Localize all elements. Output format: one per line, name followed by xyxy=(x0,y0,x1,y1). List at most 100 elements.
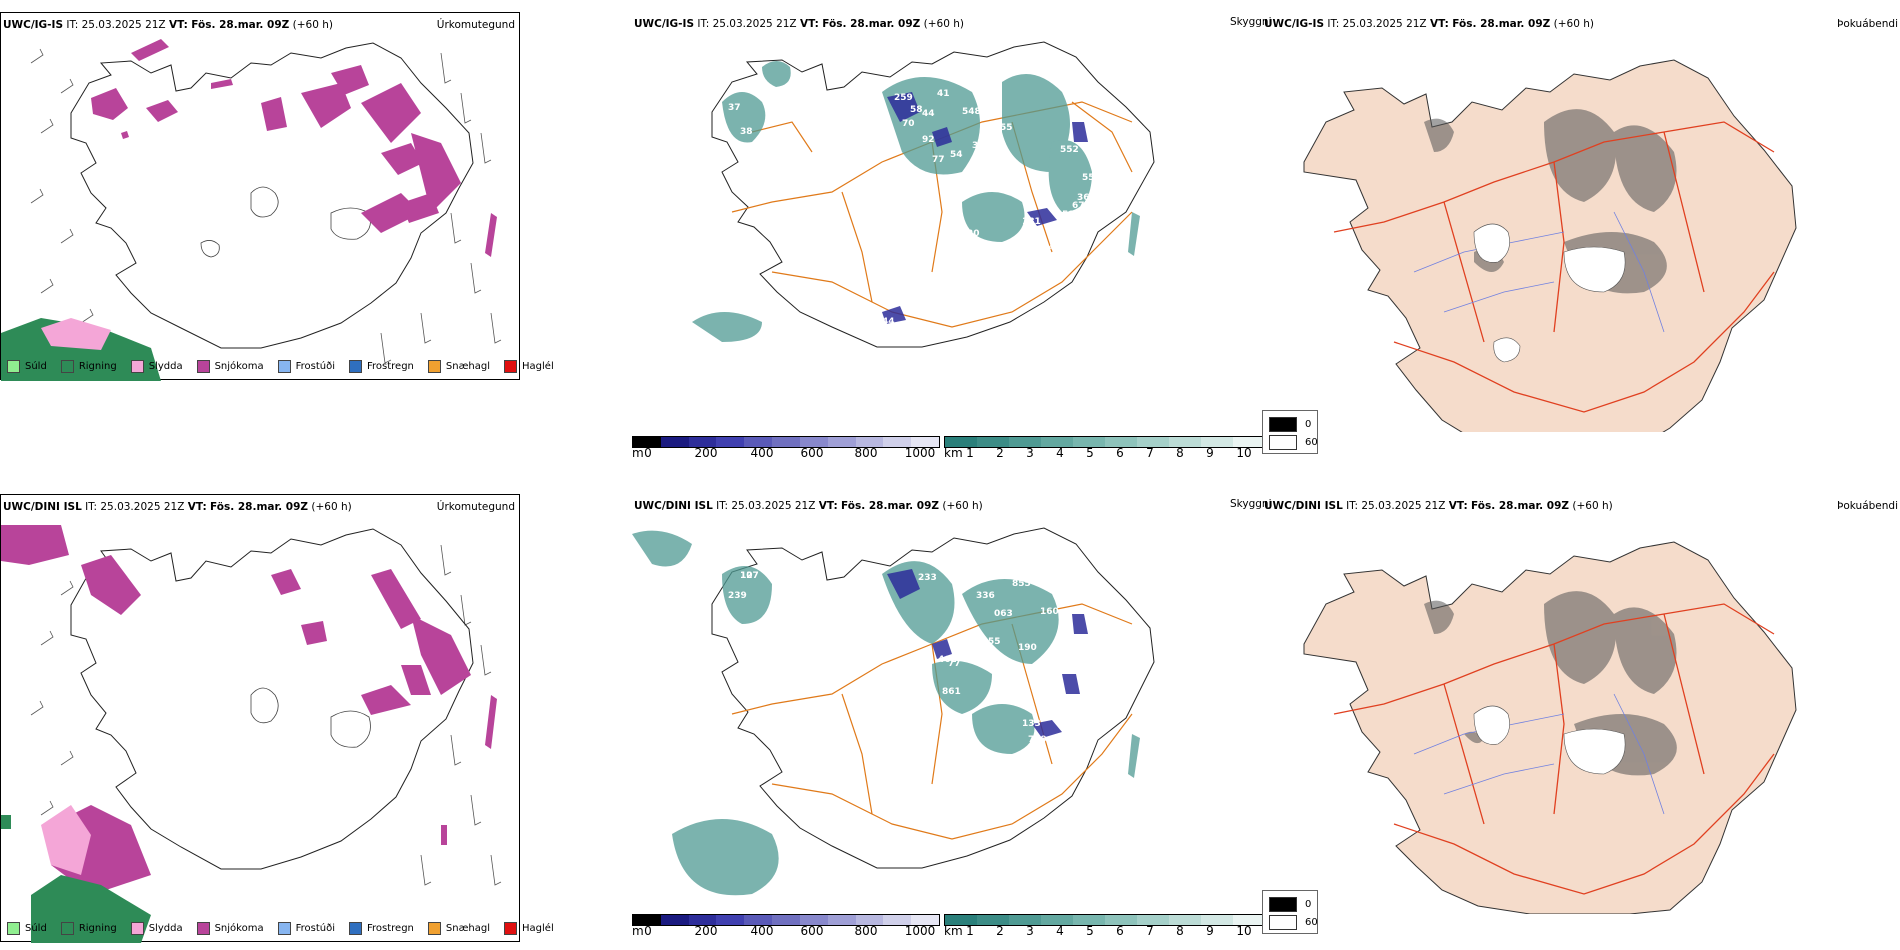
cloud-base-label: 548 xyxy=(962,107,981,117)
legend-item-rigning: Rigning xyxy=(60,922,117,935)
legend-swatch xyxy=(349,360,362,373)
panel-header: UWC/IG-IS IT: 25.03.2025 21Z VT: Fös. 28… xyxy=(1264,18,1594,30)
precip-map-row2 xyxy=(1,525,502,943)
panel-header: UWC/DINI ISL IT: 25.03.2025 21Z VT: Fös.… xyxy=(634,500,983,512)
colorbar-tick: 10 xyxy=(1236,446,1252,460)
colorbar-tick: 400 xyxy=(750,446,774,460)
legend-item-snjokoma: Snjókoma xyxy=(196,360,264,373)
legend-item-frostudi: Frostúði xyxy=(277,360,335,373)
fog-key-swatch xyxy=(1269,435,1297,450)
iceland-land xyxy=(1303,59,1797,432)
legend-swatch xyxy=(60,360,74,373)
cloud-base-label: 44 xyxy=(922,109,935,119)
colorbar-tick: 8 xyxy=(1176,446,1184,460)
colorbar-tick: 1000 xyxy=(904,924,936,938)
visibility-panel-row2: 12 20 239 37 233 336 855 063 160 55 190 462 77 861 23 2… xyxy=(632,494,1272,914)
legend-item-sud: Súld xyxy=(7,360,47,373)
legend-swatch xyxy=(349,922,362,935)
fog-key-row2: 0 60 xyxy=(1262,890,1318,934)
cloud-base-label: 37 xyxy=(728,103,741,113)
variable-name: Þokuábendi xyxy=(1837,500,1898,512)
rain-area xyxy=(1,815,151,943)
cloud-base-label: 861 xyxy=(942,687,961,697)
cloud-base-label: 70 xyxy=(1017,183,1030,193)
cloud-base-label: 70 xyxy=(902,119,915,129)
colorbar-tick: 1 xyxy=(966,924,974,938)
legend-item-rigning: Rigning xyxy=(60,360,117,373)
fog-key-swatch xyxy=(1269,897,1297,912)
cloud-base-label: 41 xyxy=(937,89,950,99)
cloud-base-label: 77 xyxy=(932,155,945,165)
snow-areas xyxy=(91,39,497,257)
legend-swatch xyxy=(277,360,291,373)
cloud-base-label: 98 xyxy=(730,62,743,72)
cloud-base-label: 77 xyxy=(987,173,1000,183)
cloud-base-label: 20 xyxy=(764,565,777,575)
precip-type-panel-row2: UWC/DINI ISL IT: 25.03.2025 21Z VT: Fös.… xyxy=(0,494,554,943)
legend-item-slydda: Slydda xyxy=(130,922,183,935)
cloud-base-label: 729 xyxy=(1028,735,1047,745)
colorbar-tick: 1000 xyxy=(904,446,936,460)
wind-barbs xyxy=(30,48,502,364)
legend-swatch xyxy=(130,360,144,373)
cloud-base-label: 58 xyxy=(1062,210,1075,220)
cloud-base-label: 54 xyxy=(950,150,963,160)
colorbar-unit: m xyxy=(632,924,644,938)
roads xyxy=(1333,603,1775,895)
colorbar-tick: 9 xyxy=(1206,924,1214,938)
cloud-base-label: 239 xyxy=(728,591,747,601)
legend-swatch xyxy=(7,922,20,935)
low-visibility-areas xyxy=(632,530,1140,896)
colorbar-tick: 0 xyxy=(644,924,652,938)
panel-header: UWC/DINI ISL IT: 25.03.2025 21Z VT: Fös.… xyxy=(3,501,352,513)
colorbar-tick: 0 xyxy=(644,446,652,460)
cloud-base-label: 44 xyxy=(882,317,895,327)
colorbar-tick: 3 xyxy=(1026,924,1034,938)
legend-item-sud: Súld xyxy=(7,922,47,935)
cloud-base-label: 063 xyxy=(994,609,1013,619)
cloud-base-label: 92 xyxy=(922,135,935,145)
cloud-base-label: 12 xyxy=(746,77,759,87)
colorbar-tick: 9 xyxy=(1206,446,1214,460)
cloud-base-label: 259 xyxy=(894,93,913,103)
glaciers-white xyxy=(1473,223,1626,363)
low-visibility-areas xyxy=(692,61,1140,342)
cloud-base-label: 36 xyxy=(1077,193,1090,203)
sleet-area xyxy=(41,805,91,875)
colorbar-unit: km xyxy=(944,924,963,938)
colorbar-strip xyxy=(632,436,940,448)
fog-panel-row1: UWC/IG-IS IT: 25.03.2025 21Z VT: Fös. 28… xyxy=(1264,12,1900,432)
colorbar-tick: 4 xyxy=(1056,446,1064,460)
colorbar-tick: 3 xyxy=(1026,446,1034,460)
cloud-base-label: 38 xyxy=(740,127,753,137)
low-cloud-base-areas xyxy=(887,569,1088,738)
legend-swatch xyxy=(7,360,20,373)
cloud-base-label: 12 xyxy=(740,571,753,581)
cloud-base-colorbar-row1: m 0 200 400 600 800 1000 xyxy=(632,436,940,460)
fog-map-row1 xyxy=(1303,59,1797,432)
cloud-base-label: 2 xyxy=(1036,230,1042,240)
panel-header: UWC/DINI ISL IT: 25.03.2025 21Z VT: Fös.… xyxy=(1264,500,1613,512)
cloud-base-label: 55 xyxy=(1058,703,1071,713)
fog-map-row2 xyxy=(1303,541,1797,914)
cloud-base-label: 20 xyxy=(967,229,980,239)
variable-name: Skyggni xyxy=(1230,16,1272,28)
cloud-base-label: 55 xyxy=(988,637,1001,647)
colorbar-tick: 1 xyxy=(966,446,974,460)
colorbar-tick: 6 xyxy=(1116,446,1124,460)
glaciers-white xyxy=(1473,705,1626,775)
visibility-colorbar-row2: km 1 2 3 4 5 6 7 8 9 10 xyxy=(944,914,1266,938)
colorbar-tick: 600 xyxy=(800,446,824,460)
variable-name: Þokuábendi xyxy=(1837,18,1898,30)
colorbar-tick: 400 xyxy=(750,924,774,938)
precip-legend: Súld Rigning Slydda Snjókoma Frostúði Fr… xyxy=(7,922,554,935)
fog-key-swatch xyxy=(1269,417,1297,432)
legend-swatch xyxy=(60,922,74,935)
colorbar-tick: 7 xyxy=(1146,924,1154,938)
legend-item-frostudi: Frostúði xyxy=(277,922,335,935)
cloud-base-label: 160 xyxy=(1040,607,1059,617)
legend-item-haglel: Haglél xyxy=(504,922,554,935)
cloud-base-label: 27 xyxy=(1032,685,1045,695)
cloud-base-label: 33 xyxy=(972,141,985,151)
